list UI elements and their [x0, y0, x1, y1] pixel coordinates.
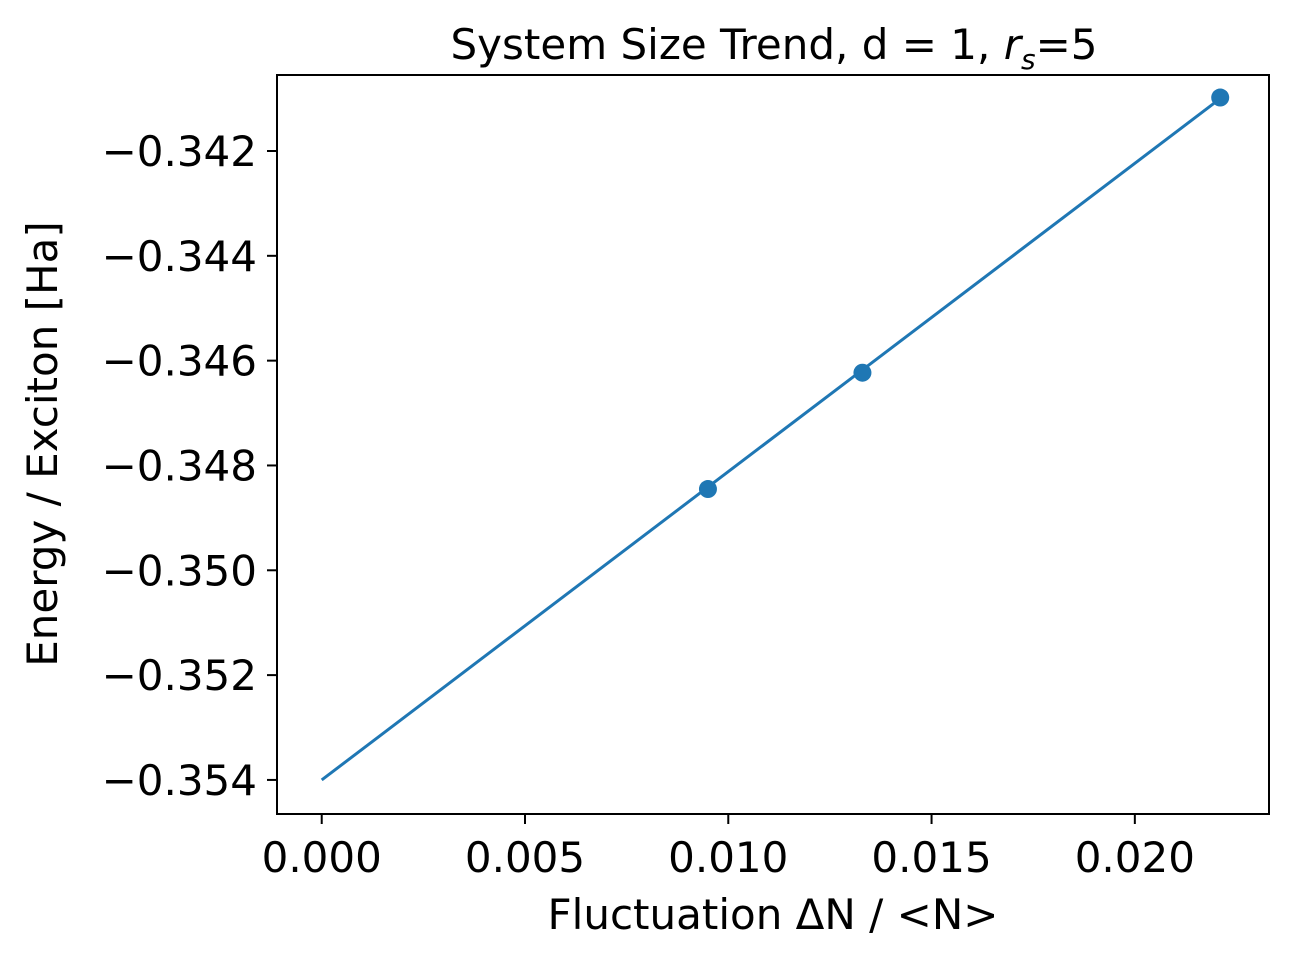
- fit-line: [320, 97, 1222, 782]
- chart-title: System Size Trend, d = 1, rs=5: [451, 20, 1098, 76]
- y-tick-label: −0.352: [102, 651, 257, 700]
- x-tick-label: 0.000: [262, 833, 382, 882]
- data-point: [698, 480, 717, 499]
- y-tick-label: −0.354: [102, 756, 257, 805]
- x-tick-label: 0.010: [668, 833, 788, 882]
- y-tick-label: −0.346: [102, 337, 257, 386]
- axes-frame: [276, 74, 1270, 815]
- x-axis-label: Fluctuation ΔN / <N>: [548, 890, 999, 939]
- x-tick-label: 0.020: [1075, 833, 1195, 882]
- y-tick-label: −0.344: [102, 232, 257, 281]
- y-axis: −0.342 −0.344 −0.346 −0.348 −0.350 −0.352 −0.3…: [102, 127, 277, 805]
- data-point: [1211, 88, 1230, 107]
- y-tick-label: −0.342: [102, 127, 257, 176]
- x-axis: 0.000 0.005 0.010 0.015 0.020: [262, 814, 1195, 882]
- plot-area: [320, 88, 1230, 782]
- y-tick-label: −0.350: [102, 546, 257, 595]
- y-tick-label: −0.348: [102, 441, 257, 490]
- x-tick-label: 0.005: [465, 833, 585, 882]
- x-tick-label: 0.015: [871, 833, 991, 882]
- y-axis-label: Energy / Exciton [Ha]: [18, 221, 67, 667]
- data-point: [853, 363, 872, 382]
